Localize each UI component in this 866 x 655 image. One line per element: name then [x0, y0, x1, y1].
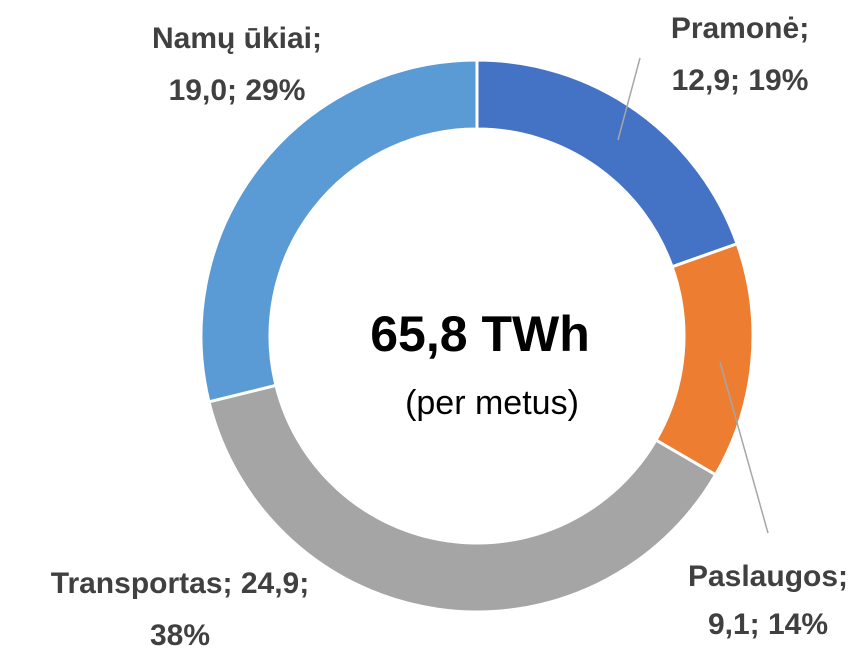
data-label: 9,1; 14% — [708, 608, 828, 641]
data-label: Paslaugos; — [688, 560, 848, 593]
donut-slice — [207, 383, 718, 614]
data-label: Pramonė; — [671, 12, 809, 45]
donut-slice — [199, 58, 479, 404]
leader-line — [719, 361, 769, 534]
center-label: 65,8 TWh — [370, 306, 589, 362]
data-label: Namų ūkiai; — [152, 22, 322, 55]
data-label: 19,0; 29% — [169, 74, 306, 107]
donut-slice — [653, 241, 755, 477]
data-label: 38% — [150, 619, 210, 652]
center-sublabel: (per metus) — [405, 384, 579, 422]
data-label: Transportas; 24,9; — [51, 567, 309, 600]
leader-line — [617, 57, 641, 141]
data-label: 12,9; 19% — [672, 64, 809, 97]
